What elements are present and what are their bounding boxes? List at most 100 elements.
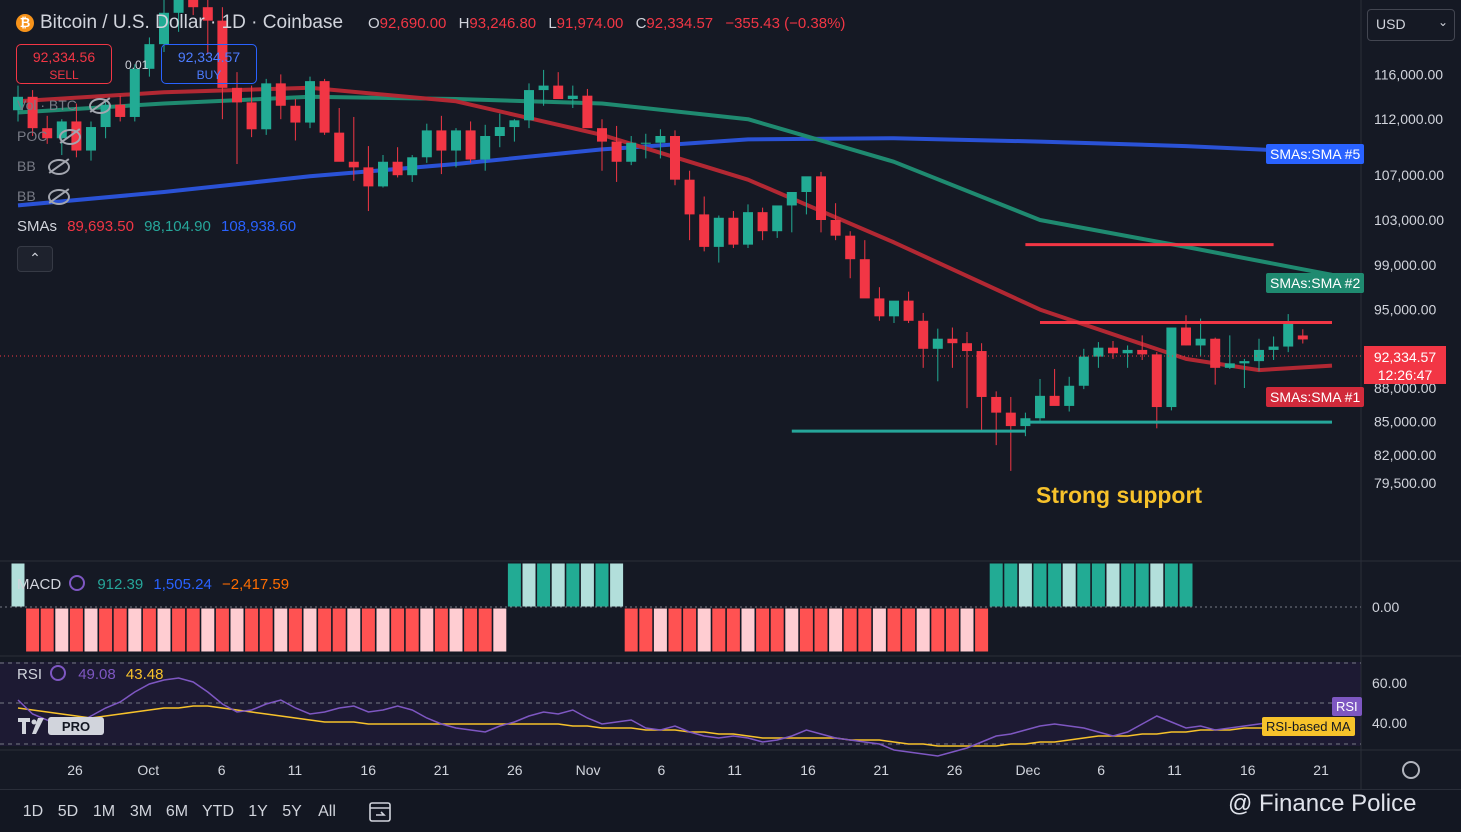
macd-bar-neg: [39, 607, 55, 653]
candle-body: [859, 259, 870, 299]
x-tick-label: 6: [1097, 762, 1105, 778]
macd-bar-neg: [623, 607, 639, 653]
support-annotation: Strong support: [1036, 482, 1203, 508]
x-tick-label: Nov: [576, 762, 601, 778]
sell-price: 92,334.56: [32, 49, 96, 65]
candle-body: [582, 95, 593, 129]
tf-all[interactable]: All: [318, 803, 336, 820]
x-axis-ticks: 26 Oct 6 11 16 21 26 Nov 6 11 16 21 26 Dec 6 11 16 21: [67, 762, 1329, 778]
candle-body: [1195, 338, 1206, 346]
candle-body: [889, 300, 899, 317]
macd-legend[interactable]: MACD 912.39 1,505.24 −2,417.59: [17, 575, 289, 593]
candle-body: [786, 192, 797, 206]
x-tick-label: 26: [67, 762, 83, 778]
macd-bar-pos: [579, 562, 595, 608]
poc-label: POC: [17, 128, 48, 144]
candle-body: [436, 130, 447, 151]
tf-1d[interactable]: 1D: [22, 803, 44, 820]
rsi-legend[interactable]: RSI 49.08 43.48: [17, 665, 163, 683]
indicator-bb-2[interactable]: BB: [17, 188, 70, 206]
candle-body: [451, 130, 461, 151]
macd-bar-neg: [302, 607, 318, 653]
tf-5y[interactable]: 5Y: [282, 803, 302, 820]
macd-bar-pos: [1017, 562, 1033, 608]
settings-icon[interactable]: [1402, 761, 1420, 779]
eye-hidden-icon[interactable]: [59, 129, 82, 146]
macd-bar-pos: [1076, 562, 1092, 608]
candle-body: [1268, 346, 1279, 350]
currency-select[interactable]: USD ⌄: [1367, 9, 1455, 41]
tf-1m[interactable]: 1M: [92, 803, 116, 820]
y-tick-label: 112,000.00: [1374, 111, 1443, 127]
y-tick-label: 103,000.00: [1374, 212, 1444, 228]
macd-bar-neg: [433, 607, 449, 653]
candle-body: [1035, 395, 1045, 419]
macd-bar-neg: [901, 607, 917, 653]
vol-label: Vol · BTC: [17, 97, 77, 113]
macd-bar-neg: [68, 607, 84, 653]
candle-body: [494, 127, 505, 136]
indicator-smas[interactable]: SMAs 89,693.50 98,104.90 108,938.60: [17, 218, 296, 235]
collapse-legend-button[interactable]: ⌃: [17, 246, 53, 272]
bb-label: BB: [17, 188, 36, 204]
candle-body: [42, 128, 53, 139]
buy-button[interactable]: 92,334.57 BUY: [161, 44, 257, 84]
sma2-tag: SMAs:SMA #2: [1266, 273, 1365, 293]
tf-1y[interactable]: 1Y: [248, 803, 268, 820]
macd-bar-neg: [915, 607, 931, 653]
macd-bar-neg: [463, 607, 479, 653]
macd-bar-neg: [886, 607, 902, 653]
candle-body: [363, 167, 374, 187]
sell-button[interactable]: 92,334.56 SELL: [16, 44, 112, 84]
eye-hidden-icon[interactable]: [88, 98, 111, 115]
candle-body: [421, 130, 432, 158]
x-tick-label: 26: [947, 762, 963, 778]
tf-5d[interactable]: 5D: [57, 803, 79, 820]
macd-bar-pos: [536, 562, 552, 608]
tf-3m[interactable]: 3M: [129, 803, 153, 820]
eye-hidden-icon[interactable]: [47, 189, 70, 206]
symbol-title-text: Bitcoin / U.S. Dollar · 1D · Coinbase: [40, 12, 344, 33]
sell-label: SELL: [49, 68, 79, 82]
symbol-title[interactable]: ₿ Bitcoin / U.S. Dollar · 1D · Coinbase: [16, 12, 343, 34]
candle-body: [743, 212, 753, 245]
candle-body: [699, 214, 710, 247]
sma5-tag: SMAs:SMA #5: [1266, 144, 1365, 164]
indicator-bb[interactable]: BB: [17, 158, 70, 176]
low-value: 91,974.00: [556, 15, 624, 32]
candle-body: [246, 102, 257, 130]
smas-label: SMAs: [17, 218, 58, 235]
indicator-vol[interactable]: Vol · BTC: [17, 97, 111, 115]
change-value: −355.43 (−0.38%): [725, 15, 846, 32]
y-tick-label: 79,500.00: [1374, 475, 1436, 491]
tf-6m[interactable]: 6M: [165, 803, 189, 820]
high-key: H: [458, 15, 470, 32]
y-tick-label: 88,000.00: [1374, 380, 1436, 396]
macd-bar-neg: [156, 607, 172, 653]
x-tick-label: Oct: [137, 762, 159, 778]
candle-body: [56, 121, 67, 139]
macd-value-1: 912.39: [97, 576, 144, 593]
candle-body: [553, 85, 564, 100]
macd-bar-neg: [83, 607, 99, 653]
date-range-icon[interactable]: [368, 800, 392, 824]
chevron-down-icon: ⌄: [1437, 15, 1448, 29]
macd-bar-neg: [798, 607, 814, 653]
macd-bar-neg: [141, 607, 157, 653]
macd-bar-pos: [1134, 562, 1150, 608]
candle-body: [1224, 363, 1235, 368]
bb-label: BB: [17, 158, 36, 174]
macd-bar-neg: [185, 607, 201, 653]
indicator-poc[interactable]: POC: [17, 128, 82, 146]
candle-body: [217, 20, 228, 88]
x-tick-label: 21: [1313, 762, 1329, 778]
candle-body: [1283, 323, 1294, 347]
open-value: 92,690.00: [379, 15, 447, 32]
y-tick-label: 99,000.00: [1374, 257, 1436, 273]
tf-ytd[interactable]: YTD: [202, 803, 234, 820]
eye-hidden-icon[interactable]: [47, 159, 70, 176]
macd-bar-neg: [682, 607, 698, 653]
macd-bar-pos: [1061, 562, 1077, 608]
macd-bar-neg: [828, 607, 844, 653]
